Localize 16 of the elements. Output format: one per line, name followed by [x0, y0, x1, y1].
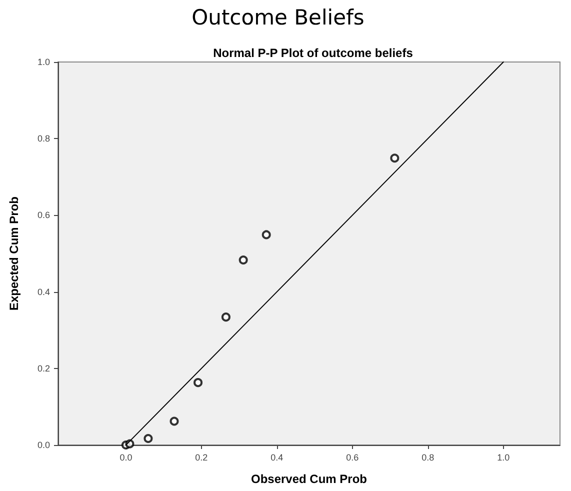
x-tick-label: 0.8 — [422, 452, 434, 462]
chart-title: Outcome Beliefs — [192, 6, 364, 30]
x-tick-label: 0.6 — [346, 452, 359, 462]
x-axis-title: Observed Cum Prob — [250, 472, 368, 486]
x-tick-label: 0.0 — [120, 452, 132, 462]
x-tick-label: 0.2 — [195, 452, 208, 462]
y-tick-label: 0.6 — [37, 210, 50, 220]
chart-subtitle: Normal P-P Plot of outcome beliefs — [213, 46, 414, 60]
y-tick-label: 0.2 — [37, 363, 50, 374]
y-tick-label: 0.0 — [37, 440, 50, 450]
y-tick-label: 0.4 — [37, 286, 50, 297]
y-tick-label: 1.0 — [37, 57, 50, 67]
x-tick-label: 0.4 — [270, 452, 284, 462]
y-axis-title: Expected Cum Prob — [7, 196, 21, 311]
y-tick-label: 0.8 — [37, 134, 50, 144]
x-tick-label: 1.0 — [497, 452, 510, 462]
